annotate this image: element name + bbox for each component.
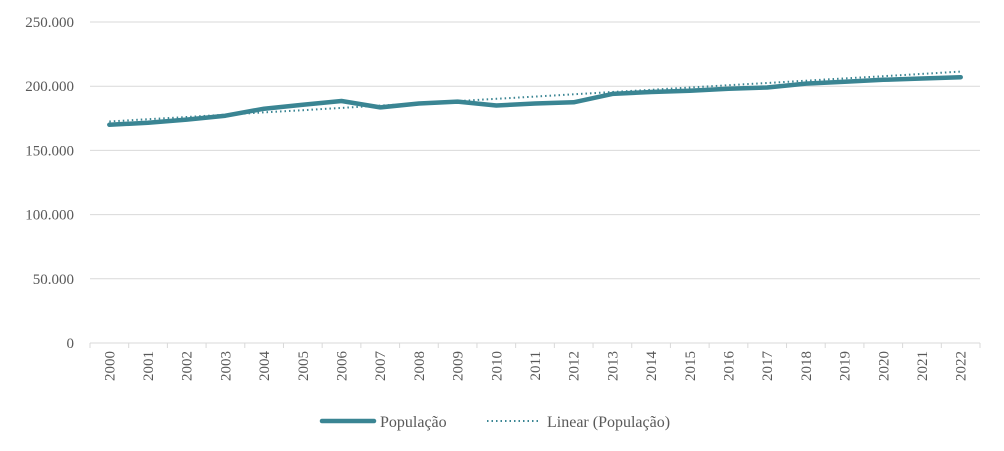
y-tick-label: 200.000: [25, 79, 74, 95]
x-tick-label: 2011: [528, 351, 544, 380]
x-tick-label: 2005: [296, 351, 312, 381]
x-tick-label: 2020: [876, 351, 892, 381]
x-tick-label: 2012: [567, 351, 583, 381]
x-tick-label: 2002: [180, 351, 196, 381]
y-tick-label: 100.000: [25, 208, 74, 224]
x-tick-label: 2008: [412, 351, 428, 381]
x-tick-label: 2006: [335, 351, 351, 382]
y-tick-label: 50.000: [33, 272, 74, 288]
gridlines: [90, 21, 980, 344]
x-tick-label: 2009: [451, 351, 467, 381]
x-tick-label: 2010: [489, 351, 505, 381]
legend-label: População: [380, 414, 447, 431]
legend: População Linear (População): [319, 414, 670, 431]
x-tick-label: 2004: [257, 351, 273, 382]
x-tick-label: 2017: [760, 351, 776, 382]
legend-label: Linear (População): [547, 414, 670, 431]
x-tick-label: 2018: [799, 351, 815, 381]
x-tick-label: 2016: [721, 351, 737, 382]
axes: 0 50.000 100.000 150.000 200.000 250.000 2000 2…: [25, 15, 981, 382]
x-tick-label: 2003: [218, 351, 234, 381]
x-tick-label: 2014: [644, 351, 660, 382]
x-tick-label: 2022: [954, 351, 970, 381]
y-tick-label: 250.000: [25, 15, 74, 31]
x-tick-label: 2013: [605, 351, 621, 381]
y-tick-label: 150.000: [25, 143, 74, 159]
series-lines: [107, 70, 963, 127]
x-tick-label: 2007: [373, 351, 389, 382]
x-tick-label: 2019: [838, 351, 854, 381]
population-series-line: [107, 74, 963, 127]
x-tick-label: 2015: [683, 351, 699, 381]
x-tick-label: 2001: [141, 351, 157, 381]
x-tick-label: 2000: [102, 351, 118, 381]
x-tick-label: 2021: [915, 351, 931, 381]
y-tick-label: 0: [67, 336, 75, 352]
